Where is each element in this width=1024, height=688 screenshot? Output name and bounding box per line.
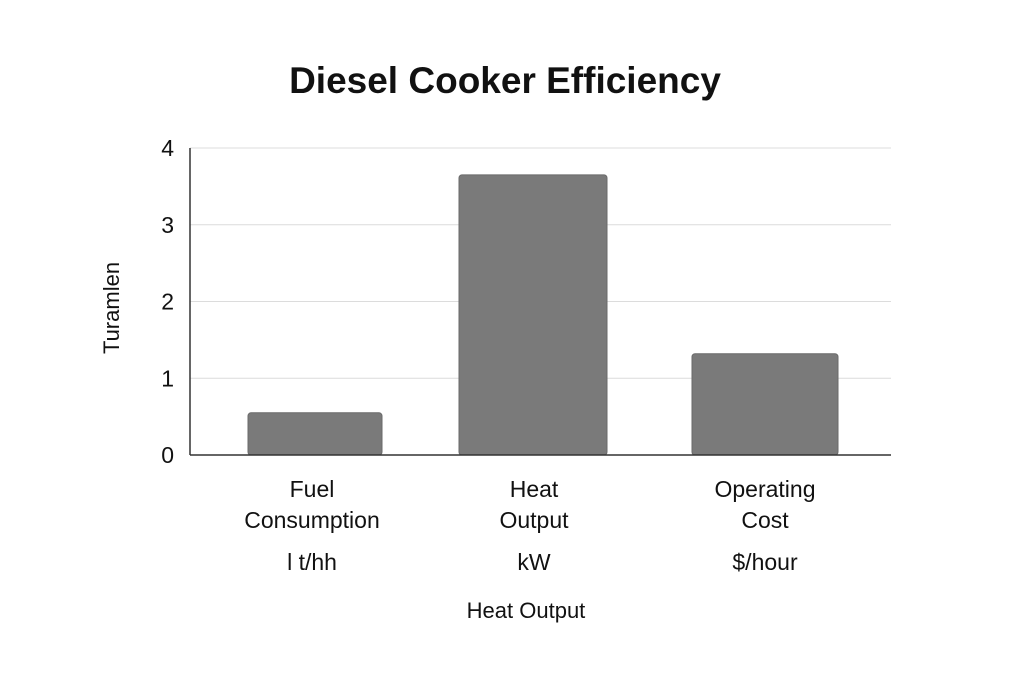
bars [247,174,839,456]
axes [189,148,891,456]
x-category-label: Output [499,507,569,533]
y-tick-labels: 0 1 2 3 4 [161,135,174,468]
x-category-label: Heat [510,476,559,502]
x-axis-title: Heat Output [467,598,586,623]
x-category-label: Operating [714,476,815,502]
y-tick-label: 0 [161,442,174,468]
bar [247,412,383,456]
y-tick-label: 2 [161,289,174,315]
x-category-label: Cost [741,507,789,533]
x-unit-label: l t/hh [287,549,337,575]
x-unit-label: $/hour [732,549,798,575]
x-category-label: Consumption [244,507,380,533]
chart-title: Diesel Cooker Efficiency [289,60,721,101]
bar [458,174,608,456]
y-tick-label: 3 [161,212,174,238]
x-unit-label: kW [517,549,551,575]
y-tick-label: 1 [161,365,174,391]
x-category-label: Fuel [290,476,335,502]
y-axis-title: Turamlen [99,262,124,354]
x-category-labels: Fuel Consumption l t/hh Heat Output kW Operati… [244,476,815,575]
bar [691,353,839,456]
y-tick-label: 4 [161,135,174,161]
